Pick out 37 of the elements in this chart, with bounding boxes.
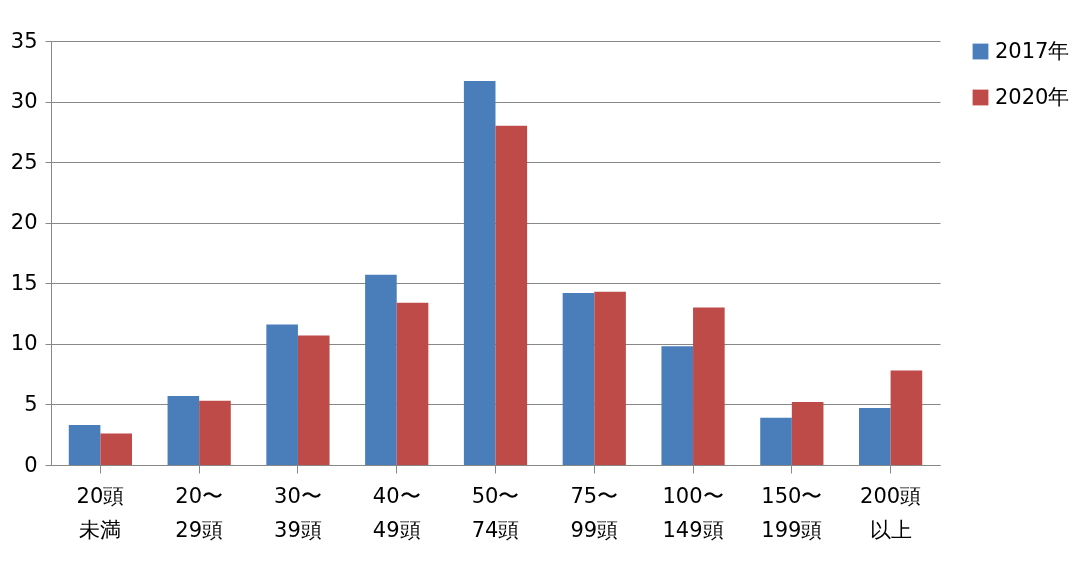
x-tick-label: 200頭以上 xyxy=(860,483,922,542)
legend-label: 2020年 xyxy=(995,84,1070,109)
bar xyxy=(890,370,923,465)
y-tick-label: 30 xyxy=(10,89,38,114)
legend-label: 2017年 xyxy=(995,38,1070,63)
bar xyxy=(365,274,397,465)
bar xyxy=(167,395,200,465)
y-tick-label: 5 xyxy=(24,391,38,416)
y-tick-label: 20 xyxy=(10,210,38,235)
x-tick-label: 20〜29頭 xyxy=(175,483,224,542)
bar xyxy=(760,417,792,465)
bar xyxy=(693,307,725,465)
bar xyxy=(791,402,824,465)
y-tick-label: 35 xyxy=(10,28,38,53)
x-tick-label: 40〜49頭 xyxy=(372,483,421,542)
bar xyxy=(100,433,132,465)
x-tick-label: 75〜99頭 xyxy=(570,483,619,542)
x-tick-label: 150〜199頭 xyxy=(761,483,823,542)
bar xyxy=(594,291,626,465)
x-tick-label: 20頭未満 xyxy=(76,483,125,542)
bar xyxy=(199,400,231,465)
x-tick-label: 30〜39頭 xyxy=(274,483,322,542)
bar xyxy=(396,302,429,465)
y-tick-label: 0 xyxy=(24,452,38,477)
bar xyxy=(297,335,330,465)
y-tick-label: 15 xyxy=(10,270,38,295)
x-tick-label: 50〜74頭 xyxy=(471,483,520,542)
bar xyxy=(661,346,694,465)
bar xyxy=(495,125,528,465)
bar xyxy=(266,324,298,465)
y-tick-label: 25 xyxy=(10,149,38,174)
bar xyxy=(859,408,891,465)
y-tick-label: 10 xyxy=(10,331,38,356)
bar xyxy=(463,80,496,465)
bar xyxy=(68,425,101,465)
bar xyxy=(562,292,595,465)
x-tick-label: 100〜149頭 xyxy=(662,483,724,542)
